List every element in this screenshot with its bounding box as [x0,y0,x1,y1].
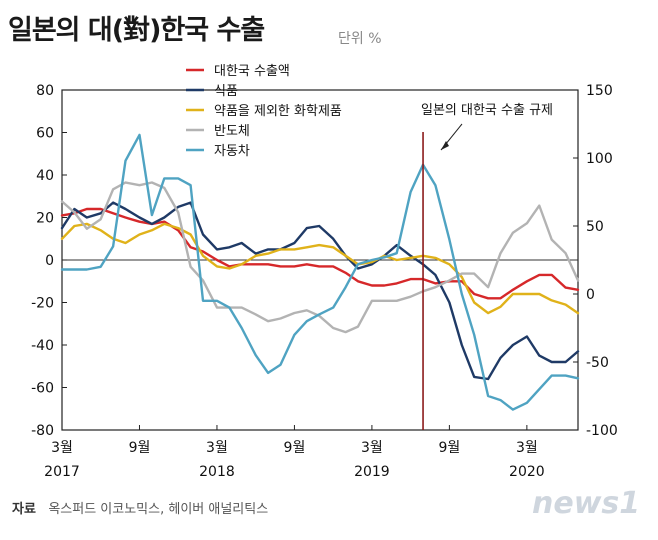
x-tick-month: 9월 [438,440,460,456]
series-line [60,222,580,315]
x-tick-month: 3월 [206,440,228,456]
x-tick-year: 2020 [509,464,545,480]
series-line [60,207,580,300]
series-line [60,201,580,381]
x-tick-year: 2018 [199,464,235,480]
news1-logo: news1 [532,486,641,521]
legend-label: 대한국 수출액 [214,64,290,79]
series-line [60,133,580,411]
y-right-tick-label: -50 [586,355,609,371]
x-tick-month: 3월 [516,440,538,456]
line-chart: 80 60 40 20 0 -20 -40 -60 -80 150 100 50 0 -50 -100 3월 2… [31,64,618,480]
unit-label: 단위 % [338,31,382,47]
y-right-tick-label: 50 [586,219,604,235]
x-tick-month: 9월 [284,440,306,456]
y-right-tick-label: 150 [586,83,613,99]
legend-label: 반도체 [214,124,250,139]
x-tick-month: 3월 [51,440,73,456]
y-right-tick-label: 0 [586,287,595,303]
y-left-tick-label: -60 [31,381,54,397]
y-left-tick-label: 0 [45,253,54,269]
y-left-tick-label: -80 [31,423,54,439]
y-left-tick-label: 40 [36,168,54,184]
y-left-tick-label: 80 [36,83,54,99]
y-left-tick-label: -40 [31,338,54,354]
annotation-label: 일본의 대한국 수출 규제 [421,103,553,118]
y-right-tick-label: -100 [586,423,618,439]
source-label: 자료 [12,502,36,517]
source-text: 옥스퍼드 이코노믹스, 헤이버 애널리틱스 [48,502,269,517]
y-right-tick-label: 100 [586,151,613,167]
annotation-arrowhead [441,141,449,150]
chart-title: 일본의 대(對)한국 수출 [8,15,265,46]
x-tick-year: 2017 [44,464,80,480]
x-tick-month: 9월 [129,440,151,456]
y-left-tick-label: -20 [31,296,54,312]
legend-label: 약품을 제외한 화학제품 [214,104,342,119]
y-left-tick-label: 20 [36,211,54,227]
legend-label: 자동차 [214,144,250,159]
series-line [60,181,580,334]
source-note: 자료 옥스퍼드 이코노믹스, 헤이버 애널리틱스 [12,498,268,517]
x-tick-month: 3월 [361,440,383,456]
y-left-tick-label: 60 [36,126,54,142]
legend-label: 식품 [214,84,238,99]
x-tick-year: 2019 [354,464,390,480]
